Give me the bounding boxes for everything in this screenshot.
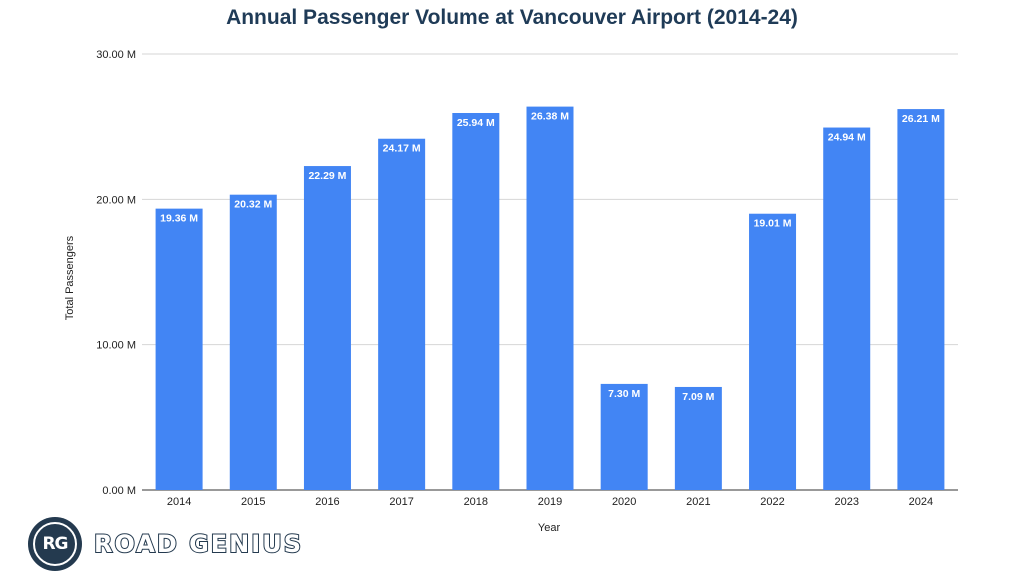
x-tick-label: 2015	[241, 496, 265, 508]
y-axis-ticks: 0.00 M 10.00 M 20.00 M 30.00 M	[96, 49, 136, 497]
bar-2017	[378, 138, 426, 490]
bar-2015	[229, 194, 277, 490]
chart-title: Annual Passenger Volume at Vancouver Air…	[226, 6, 798, 29]
x-tick-label: 2022	[760, 496, 784, 508]
data-label: 22.29 M	[308, 170, 346, 182]
data-label: 19.01 M	[754, 218, 792, 230]
x-tick-label: 2021	[686, 496, 710, 508]
data-label: 26.21 M	[902, 113, 940, 125]
y-tick-label: 0.00 M	[102, 485, 136, 497]
y-tick-label: 20.00 M	[96, 194, 136, 206]
data-label: 7.09 M	[682, 391, 714, 403]
bar-2022	[749, 213, 797, 491]
bar-2021	[674, 386, 722, 490]
x-tick-label: 2014	[167, 496, 191, 508]
data-label: 19.36 M	[160, 213, 198, 225]
data-label: 7.30 M	[608, 388, 640, 400]
x-tick-label: 2020	[612, 496, 636, 508]
data-label: 24.94 M	[828, 132, 866, 144]
data-label: 26.38 M	[531, 111, 569, 123]
x-tick-label: 2018	[464, 496, 488, 508]
y-tick-label: 30.00 M	[96, 49, 136, 61]
x-tick-label: 2024	[909, 496, 933, 508]
logo-wordmark: ROAD GENIUS	[93, 529, 303, 559]
data-labels: 19.36 M 20.32 M 22.29 M 24.17 M 25.94 M 26.38…	[160, 111, 940, 403]
x-tick-label: 2017	[389, 496, 413, 508]
bar-2018	[452, 113, 500, 490]
bar-2014	[155, 208, 203, 490]
bar-2024	[897, 109, 945, 491]
logo-badge-icon: RG	[28, 517, 82, 571]
x-tick-label: 2023	[834, 496, 858, 508]
x-axis-ticks: 2014 2015 2016 2017 2018 2019 2020 2021 2022 2023…	[167, 496, 933, 508]
data-label: 25.94 M	[457, 117, 495, 129]
y-axis-title: Total Passengers	[64, 235, 76, 320]
data-label: 20.32 M	[234, 199, 272, 211]
road-genius-logo: RG ROAD GENIUS	[28, 515, 303, 573]
bar-2019	[526, 106, 574, 491]
x-axis-title: Year	[538, 522, 561, 534]
logo-monogram: RG	[33, 522, 77, 566]
data-label: 24.17 M	[383, 143, 421, 155]
x-tick-label: 2019	[538, 496, 562, 508]
y-tick-label: 10.00 M	[96, 340, 136, 352]
bar-2016	[303, 166, 351, 490]
bar-2023	[823, 127, 871, 490]
bar-2020	[600, 383, 648, 490]
bars	[155, 106, 945, 491]
x-tick-label: 2016	[315, 496, 339, 508]
